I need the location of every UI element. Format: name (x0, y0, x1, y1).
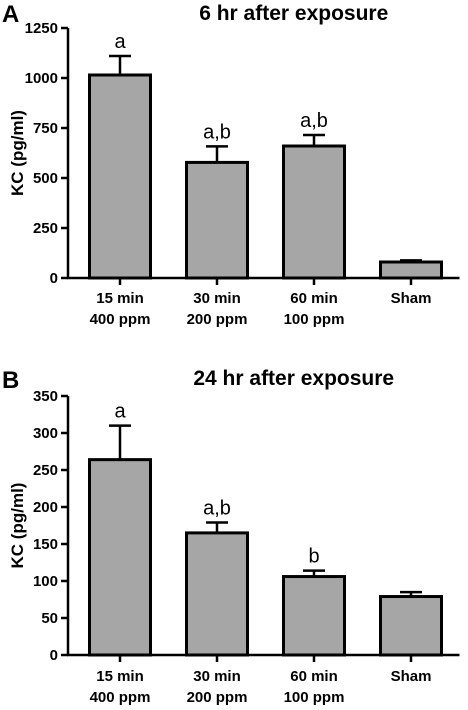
bar (282, 144, 346, 280)
panel-letter: A (2, 1, 19, 28)
y-tick-label: 0 (50, 270, 58, 287)
significance-label: a,b (300, 110, 328, 132)
significance-label: a (114, 401, 126, 423)
significance-label: a,b (203, 121, 231, 143)
chart-title: 24 hr after exposure (193, 367, 394, 390)
panel-letter: B (2, 367, 19, 394)
x-tick-label: Sham (391, 290, 432, 307)
y-tick-label: 200 (33, 499, 58, 516)
y-tick-label: 1000 (25, 70, 58, 87)
x-tick-label: 30 min (193, 668, 241, 685)
x-tick-label: 400 ppm (90, 689, 151, 706)
y-tick-label: 100 (33, 573, 58, 590)
y-tick-label: 250 (33, 220, 58, 237)
y-axis-label: KC (pg/ml) (8, 483, 27, 569)
bar (379, 260, 443, 280)
x-tick-label: 60 min (290, 668, 338, 685)
bar (88, 73, 152, 280)
x-tick-label: 400 ppm (90, 311, 151, 328)
significance-label: b (308, 546, 319, 568)
x-tick-label: 60 min (290, 290, 338, 307)
x-tick-label: 200 ppm (187, 311, 248, 328)
y-tick-label: 350 (33, 388, 58, 405)
y-tick-label: 1250 (25, 20, 58, 37)
y-tick-label: 300 (33, 425, 58, 442)
x-tick-label: 200 ppm (187, 689, 248, 706)
y-tick-label: 50 (41, 610, 58, 627)
bar (185, 531, 249, 657)
bar (379, 595, 443, 657)
y-tick-label: 250 (33, 462, 58, 479)
significance-label: a (114, 31, 126, 53)
chart-title: 6 hr after exposure (199, 2, 388, 25)
bar (185, 160, 249, 280)
x-tick-label: 15 min (96, 290, 144, 307)
y-tick-label: 150 (33, 536, 58, 553)
y-tick-label: 750 (33, 120, 58, 137)
x-tick-label: 30 min (193, 290, 241, 307)
y-tick-label: 500 (33, 170, 58, 187)
bar (88, 458, 152, 657)
x-tick-label: Sham (391, 668, 432, 685)
y-axis-label: KC (pg/ml) (8, 110, 27, 196)
significance-label: a,b (203, 498, 231, 520)
x-tick-label: 15 min (96, 668, 144, 685)
x-tick-label: 100 ppm (284, 311, 345, 328)
x-tick-label: 100 ppm (284, 689, 345, 706)
bar (282, 575, 346, 657)
y-tick-label: 0 (50, 647, 58, 664)
